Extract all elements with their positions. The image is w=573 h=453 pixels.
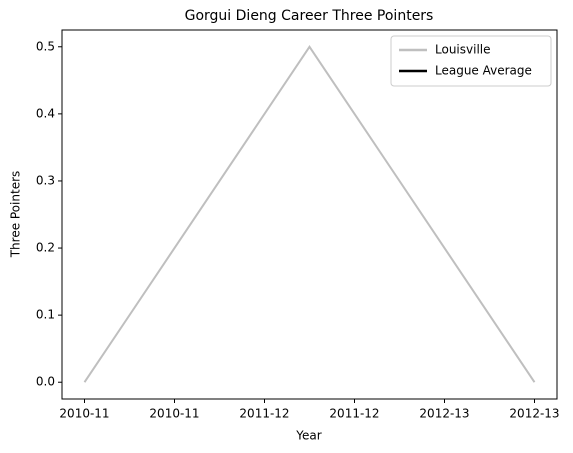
x-axis-label: Year: [295, 429, 321, 443]
x-tick-label: 2011-12: [329, 407, 379, 421]
plot-frame: [61, 29, 558, 400]
x-tick-label: 2012-13: [509, 407, 559, 421]
x-tick-label: 2011-12: [239, 407, 289, 421]
legend-label: League Average: [435, 64, 532, 78]
y-tick-label: 0.5: [36, 39, 55, 53]
x-tick-label: 2010-11: [149, 407, 199, 421]
y-tick-label: 0.3: [36, 173, 55, 187]
chart-title: Gorgui Dieng Career Three Pointers: [185, 8, 434, 24]
legend-box: [390, 35, 552, 87]
y-tick-label: 0.1: [36, 308, 55, 322]
y-axis-label: Three Pointers: [9, 171, 23, 259]
line: [83, 44, 536, 383]
x-tick-label: 2012-13: [419, 407, 469, 421]
y-tick-label: 0.0: [36, 375, 55, 389]
x-tick-label: 2010-11: [59, 407, 109, 421]
y-tick-label: 0.2: [36, 241, 55, 255]
y-tick-label: 0.4: [36, 106, 55, 120]
legend-label: Louisville: [435, 43, 491, 57]
